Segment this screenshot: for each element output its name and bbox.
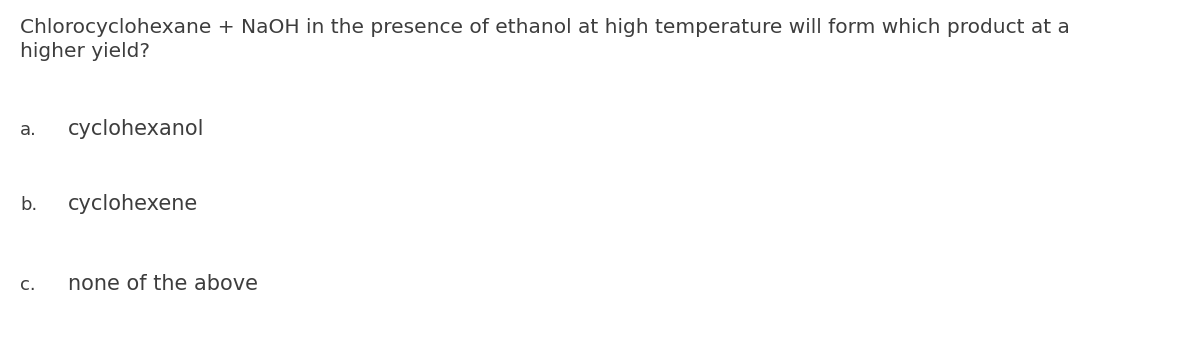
Text: cyclohexanol: cyclohexanol <box>68 119 204 139</box>
Text: a.: a. <box>20 121 37 139</box>
Text: c.: c. <box>20 276 36 294</box>
Text: cyclohexene: cyclohexene <box>68 194 198 214</box>
Text: b.: b. <box>20 196 37 214</box>
Text: Chlorocyclohexane + NaOH in the presence of ethanol at high temperature will for: Chlorocyclohexane + NaOH in the presence… <box>20 18 1070 37</box>
Text: none of the above: none of the above <box>68 274 258 294</box>
Text: higher yield?: higher yield? <box>20 42 150 61</box>
